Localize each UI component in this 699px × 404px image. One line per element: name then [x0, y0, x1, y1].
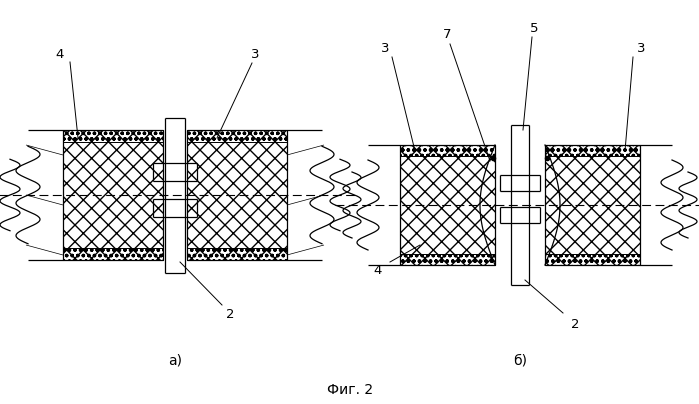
- Bar: [63, 130, 163, 142]
- Text: 7: 7: [442, 29, 452, 42]
- Text: 2: 2: [226, 309, 234, 322]
- Text: б): б): [513, 353, 527, 367]
- Text: 3: 3: [251, 48, 259, 61]
- Bar: [545, 254, 640, 265]
- Text: 4: 4: [374, 263, 382, 276]
- Text: а): а): [168, 353, 182, 367]
- Bar: [187, 130, 287, 260]
- Text: Фиг. 2: Фиг. 2: [327, 383, 373, 397]
- Text: 3: 3: [381, 42, 389, 55]
- Bar: [187, 248, 287, 260]
- Bar: [545, 145, 640, 265]
- Bar: [187, 130, 287, 142]
- Text: 5: 5: [530, 21, 538, 34]
- Bar: [63, 130, 163, 260]
- Text: 2: 2: [571, 318, 579, 332]
- Bar: [545, 145, 640, 156]
- Bar: [400, 254, 495, 265]
- Text: 3: 3: [637, 42, 645, 55]
- Bar: [63, 248, 163, 260]
- Bar: [400, 145, 495, 156]
- Bar: [400, 145, 495, 265]
- Text: 4: 4: [56, 48, 64, 61]
